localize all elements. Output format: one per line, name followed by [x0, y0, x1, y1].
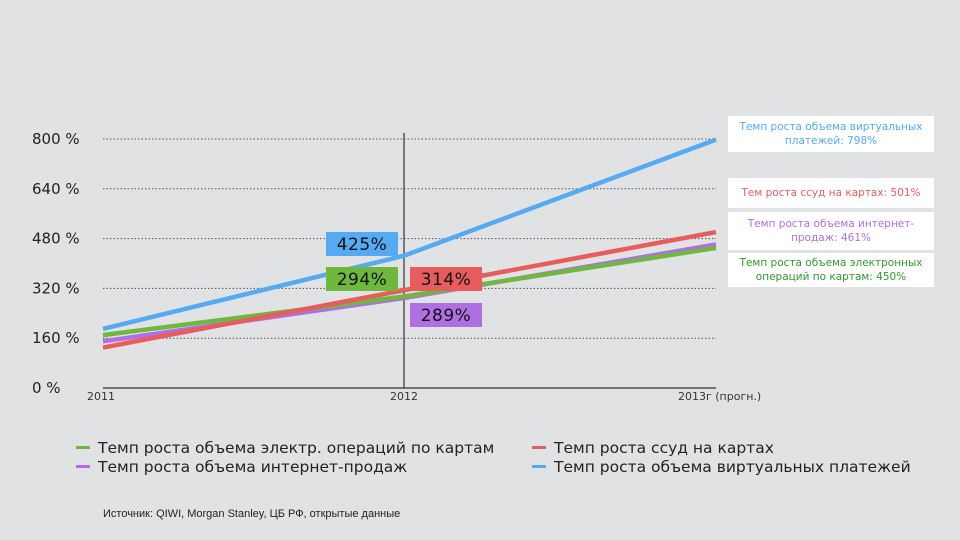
callout-box — [410, 267, 482, 291]
legend-label: Темп роста объема интернет-продаж — [98, 457, 408, 476]
callout-label: 425% — [337, 235, 388, 255]
legend-label: Темп роста объема виртуальных платежей — [554, 457, 911, 476]
label-internet-sales: Темп роста объема интернет-продаж: 461% — [728, 212, 934, 250]
legend-swatch — [532, 446, 546, 449]
callout-box — [326, 267, 398, 291]
callout-label: 289% — [421, 306, 472, 326]
y-tick-label: 320 % — [32, 279, 80, 297]
label-card-operations: Темп роста объема электронных операций п… — [728, 253, 934, 287]
legend-swatch — [532, 465, 546, 468]
series-line — [102, 245, 717, 338]
label-virtual-payments: Темп роста объема виртуальных платежей: … — [728, 116, 934, 152]
callout-label: 294% — [337, 270, 388, 290]
y-tick-label: 640 % — [32, 180, 80, 198]
series-line — [102, 242, 717, 344]
label-virtual-payments-text: Темп роста объема виртуальных платежей: … — [739, 121, 923, 147]
y-tick-label: 800 % — [32, 130, 80, 148]
legend-item-card-loans: Темп роста ссуд на картах — [532, 438, 952, 457]
label-card-loans-text: Тем роста ссуд на картах: 501% — [741, 187, 921, 199]
legend-label: Темп роста объема электр. операций по ка… — [98, 438, 495, 457]
x-tick-label: 2013г (прогн.) — [678, 390, 761, 403]
y-tick-label: 480 % — [32, 230, 80, 248]
legend-label: Темп роста ссуд на картах — [554, 438, 774, 457]
chart-legend: Темп роста объема электр. операций по ка… — [76, 438, 952, 476]
series-line — [102, 229, 717, 350]
legend-item-internet-sales: Темп роста объема интернет-продаж — [76, 457, 532, 476]
label-card-operations-text: Темп роста объема электронных операций п… — [739, 257, 923, 283]
source-note: Источник: QIWI, Morgan Stanley, ЦБ РФ, о… — [103, 508, 401, 520]
y-tick-label: 0 % — [32, 379, 61, 397]
legend-item-card-operations: Темп роста объема электр. операций по ка… — [76, 438, 532, 457]
label-internet-sales-text: Темп роста объема интернет-продаж: 461% — [747, 218, 915, 244]
callout-label: 314% — [421, 270, 472, 290]
legend-swatch — [76, 446, 90, 449]
callout-box — [410, 303, 482, 327]
x-tick-label: 2012 — [390, 390, 418, 403]
y-tick-label: 160 % — [32, 329, 80, 347]
label-card-loans: Тем роста ссуд на картах: 501% — [728, 178, 934, 208]
legend-swatch — [76, 465, 90, 468]
series-line — [102, 137, 717, 332]
x-tick-label: 2011 — [87, 390, 115, 403]
legend-item-virtual-payments: Темп роста объема виртуальных платежей — [532, 457, 952, 476]
callout-box — [326, 232, 398, 256]
